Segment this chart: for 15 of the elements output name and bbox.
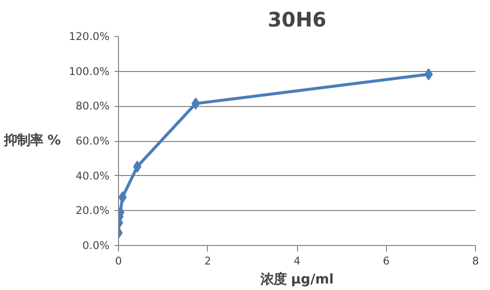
x-axis-title: 浓度 μg/ml	[259, 272, 334, 288]
x-tick-label: 0	[115, 254, 122, 268]
y-tick-label: 60.0%	[76, 134, 110, 148]
chart-title: 30H6	[268, 8, 326, 32]
x-tick-label: 4	[294, 254, 301, 268]
y-tick-label: 100.0%	[68, 64, 110, 78]
y-tick-label: 120.0%	[68, 30, 110, 43]
x-tick-label: 8	[472, 254, 480, 268]
y-tick-label: 0.0%	[82, 239, 110, 252]
x-tick-label: 2	[204, 254, 212, 268]
x-tick-label: 6	[382, 254, 390, 268]
y-tick-label: 20.0%	[76, 204, 110, 218]
y-tick-label: 80.0%	[76, 100, 110, 113]
y-tick-label: 40.0%	[76, 169, 110, 182]
y-axis-title: 抑制率 %	[2, 132, 61, 148]
